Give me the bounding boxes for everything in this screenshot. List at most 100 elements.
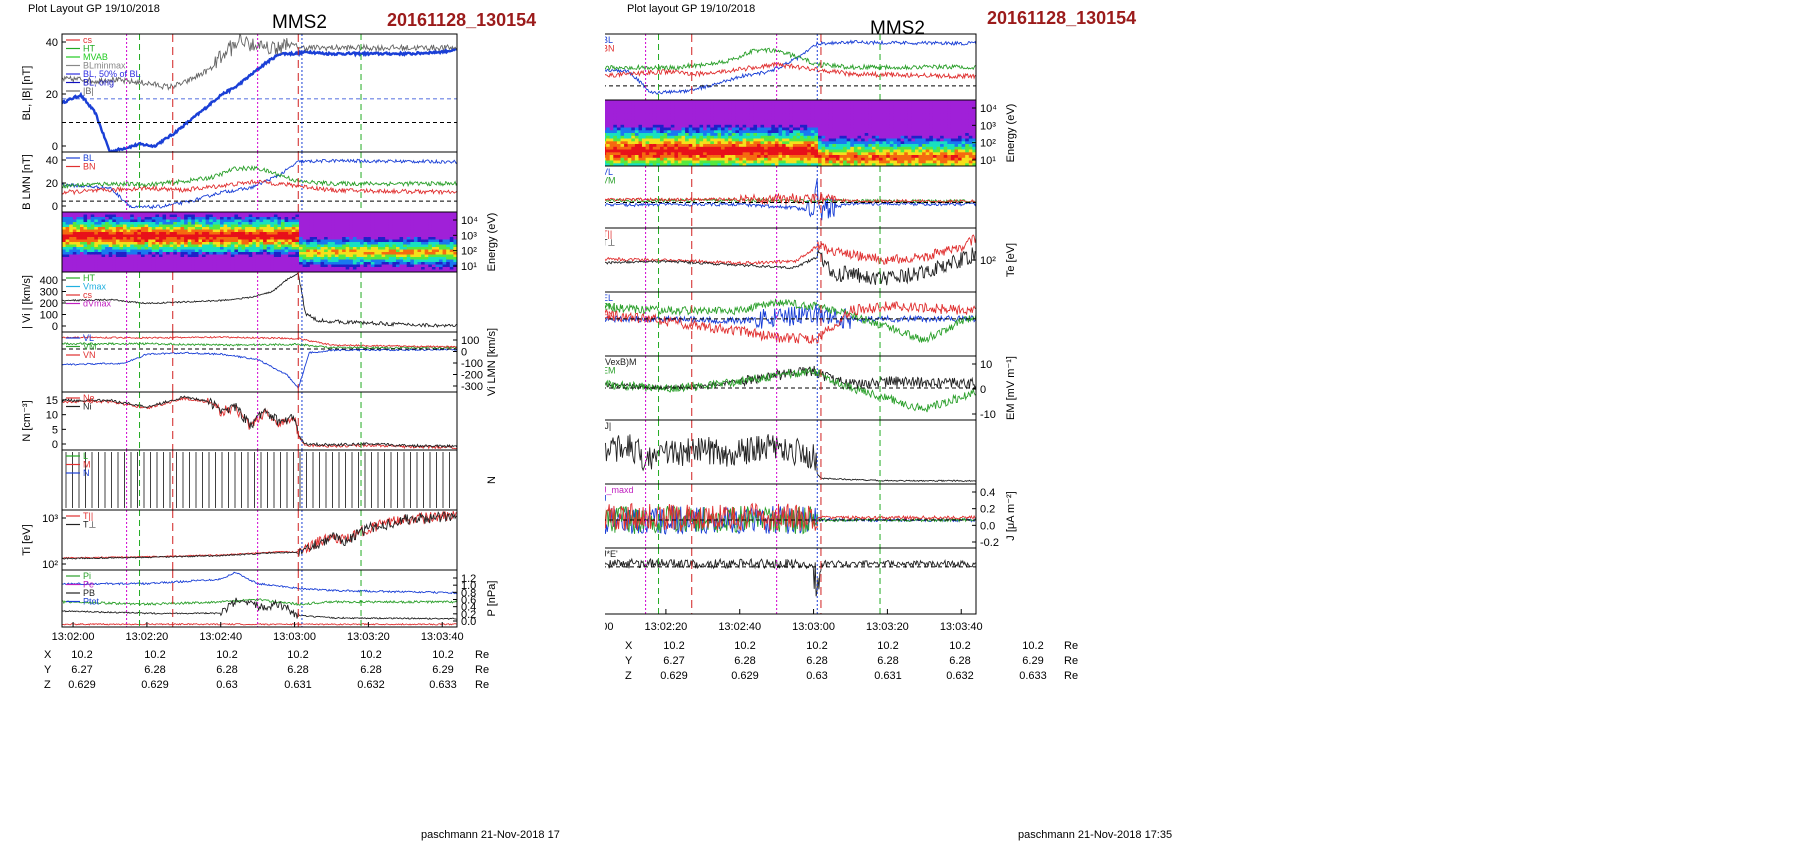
spectrogram-cell (374, 212, 379, 216)
spectrogram-cell (252, 214, 257, 218)
spectrogram-cell (392, 259, 397, 263)
spectrogram-cell (374, 249, 379, 253)
spectrogram-cell (144, 232, 149, 236)
spectrogram-cell (624, 149, 629, 153)
spectrogram-cell (94, 242, 99, 246)
spectrogram-cell (807, 133, 812, 137)
spectrogram-cell (695, 113, 701, 118)
spectrogram-cell (97, 264, 103, 268)
spectrogram-cell (688, 144, 693, 148)
spectrogram-cell (692, 113, 697, 118)
spectrogram-cell (80, 242, 85, 246)
spectrogram-cell (187, 244, 192, 248)
spectrogram-cell (789, 124, 794, 129)
spectrogram-cell (667, 149, 672, 153)
spectrogram-cell (785, 102, 790, 107)
spectrogram-cell (685, 144, 690, 148)
spectrogram-cell (173, 242, 178, 246)
spectrogram-cell (825, 124, 830, 129)
spectrogram-cell (317, 212, 322, 216)
spectrogram-cell (202, 212, 207, 216)
spectrogram-cell (631, 141, 636, 145)
spectrogram-cell (69, 264, 74, 268)
spectrogram-cell (194, 262, 200, 266)
spectrogram-cell (760, 163, 765, 166)
spectrogram-cell (406, 267, 411, 271)
spectrogram-cell (431, 252, 437, 256)
spectrogram-cell (363, 219, 368, 223)
spectrogram-cell (850, 133, 855, 137)
spectrogram-cell (263, 232, 268, 236)
spectrogram-cell (645, 127, 650, 131)
spectrogram-cell (115, 252, 121, 256)
spectrogram-cell (338, 222, 343, 226)
spectrogram-cell (65, 262, 70, 266)
spectrogram-cell (180, 257, 185, 261)
spectrogram-cell (453, 252, 457, 256)
spectrogram-cell (209, 232, 214, 236)
spectrogram-cell (753, 111, 758, 115)
spectrogram-cell (605, 124, 607, 129)
spectrogram-cell (360, 237, 365, 241)
spectrogram-cell (606, 105, 611, 109)
spectrogram-cell (724, 127, 729, 131)
spectrogram-cell (742, 122, 747, 126)
spectrogram-cell (706, 116, 711, 120)
spectrogram-cell (133, 259, 138, 263)
spectrogram-cell (428, 232, 433, 236)
spectrogram-cell (642, 102, 647, 107)
spectrogram-cell (627, 157, 632, 162)
spectrogram-cell (606, 146, 611, 151)
spectrogram-cell (342, 252, 347, 256)
spectrogram-cell (69, 232, 74, 236)
spectrogram-cell (90, 259, 95, 263)
spectrogram-cell (821, 100, 826, 104)
spectrogram-cell (252, 212, 257, 216)
spectrogram-cell (141, 259, 146, 263)
spectrogram-cell (814, 122, 819, 126)
spectrogram-cell (273, 264, 279, 268)
spectrogram-cell (839, 133, 844, 137)
spectrogram-cell (396, 262, 401, 266)
spectrogram-cell (313, 252, 318, 256)
spectrogram-cell (624, 152, 629, 156)
spectrogram-cell (126, 229, 131, 233)
spectrogram-cell (295, 224, 300, 228)
spectrogram-cell (392, 252, 397, 256)
spectrogram-cell (785, 119, 790, 123)
spectrogram-cell (123, 257, 128, 261)
spectrogram-cell (388, 239, 393, 243)
spectrogram-cell (105, 214, 110, 218)
spectrogram-cell (424, 252, 429, 256)
spectrogram-cell (299, 214, 304, 218)
spectrogram-cell (749, 102, 754, 107)
spectrogram-cell (205, 234, 210, 238)
spectrogram-cell (606, 113, 611, 118)
spectrogram-cell (656, 141, 661, 145)
spectrogram-cell (413, 264, 419, 268)
spectrogram-cell (681, 102, 686, 107)
spectrogram-cell (198, 234, 203, 238)
spectrogram-cell (442, 242, 447, 246)
spectrogram-cell (717, 130, 722, 134)
spectrogram-cell (417, 252, 422, 256)
spectrogram-cell (717, 113, 722, 118)
spectrogram-cell (230, 239, 235, 243)
spectrogram-cell (234, 237, 239, 241)
spectrogram-cell (137, 232, 142, 236)
spectrogram-cell (424, 224, 429, 228)
spectrogram-cell (144, 249, 149, 253)
spectrogram-cell (685, 152, 690, 156)
panel-plot-area (62, 510, 457, 570)
spectrogram-cell (270, 262, 275, 266)
spectrogram-cell (609, 138, 614, 142)
spectrogram-cell (825, 130, 830, 134)
spectrogram-cell (144, 269, 149, 272)
spectrogram-cell (126, 244, 131, 248)
spectrogram-cell (735, 152, 740, 156)
spectrogram-cell (370, 217, 375, 221)
spectrogram-cell (803, 105, 808, 109)
spectrogram-cell (413, 259, 419, 263)
spectrogram-cell (757, 105, 762, 109)
spectrogram-cell (703, 163, 708, 166)
